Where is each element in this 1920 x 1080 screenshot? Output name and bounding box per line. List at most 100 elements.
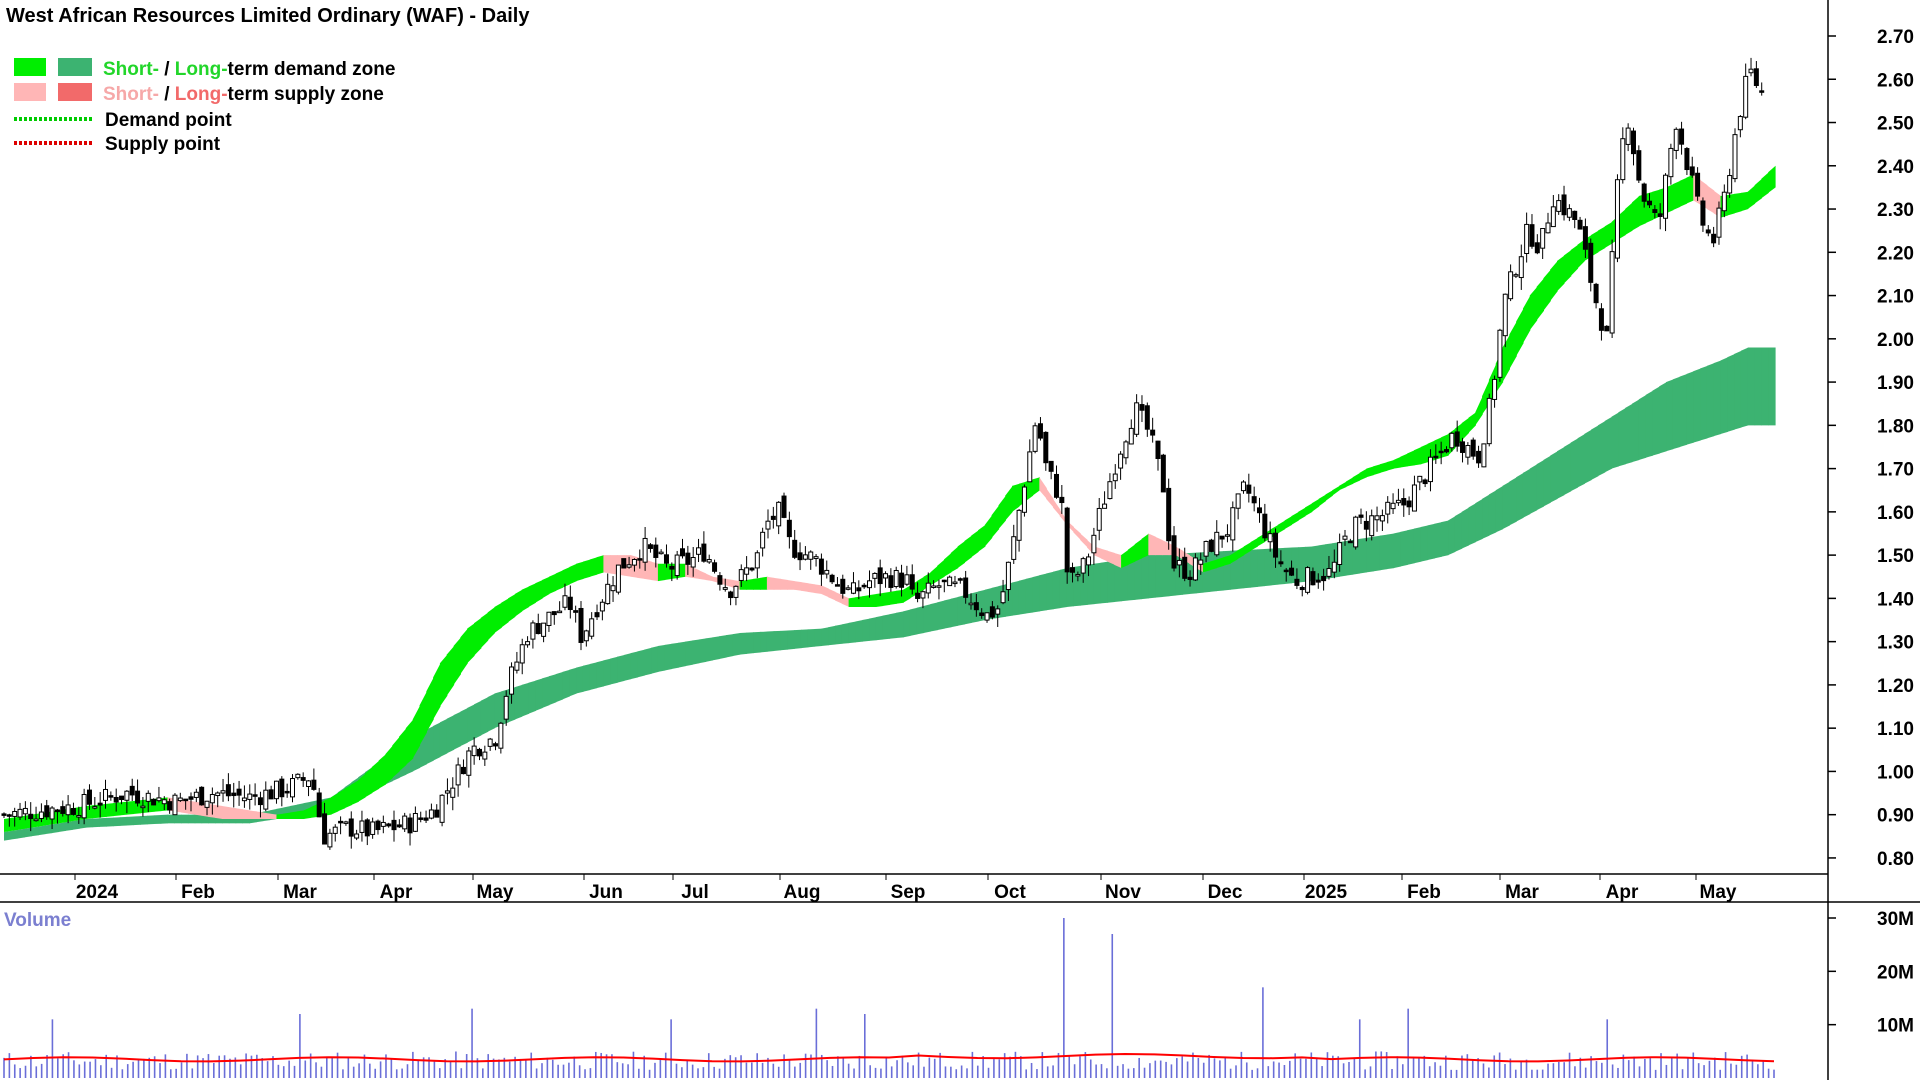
x-tick-label: May bbox=[477, 882, 514, 903]
candle bbox=[722, 578, 728, 592]
candle-body bbox=[813, 556, 819, 559]
candle bbox=[1454, 420, 1460, 452]
candle bbox=[204, 800, 210, 816]
candle bbox=[658, 549, 664, 555]
candle bbox=[856, 580, 862, 600]
candle bbox=[1005, 561, 1011, 601]
candle bbox=[1417, 475, 1423, 491]
candle bbox=[840, 574, 846, 599]
candle bbox=[466, 747, 472, 788]
candle-body bbox=[1593, 283, 1599, 304]
candle-body bbox=[1470, 439, 1476, 457]
short-term-zone-segment bbox=[1250, 537, 1258, 551]
candle-body bbox=[642, 537, 648, 563]
long-term-zone-segment bbox=[644, 647, 652, 676]
short-term-zone-segment bbox=[1413, 446, 1422, 466]
short-term-zone-segment bbox=[1407, 450, 1415, 467]
long-term-zone-segment bbox=[903, 609, 911, 638]
long-term-zone-segment bbox=[610, 656, 618, 685]
long-term-zone-segment bbox=[1413, 527, 1422, 564]
legend-demand-sep: / bbox=[159, 59, 175, 80]
candle-body bbox=[1460, 441, 1466, 453]
short-term-zone-segment bbox=[896, 589, 904, 604]
short-term-zone-segment bbox=[262, 812, 271, 820]
candle bbox=[1128, 419, 1134, 445]
short-term-zone-segment bbox=[501, 598, 509, 628]
candle bbox=[1476, 445, 1482, 468]
short-term-zone-segment bbox=[1332, 485, 1340, 496]
candle-body bbox=[1299, 586, 1305, 591]
candle bbox=[44, 799, 50, 820]
short-term-zone-segment bbox=[569, 563, 577, 585]
candle bbox=[1374, 506, 1380, 532]
candle bbox=[1673, 127, 1679, 160]
short-term-zone-segment bbox=[875, 592, 884, 608]
long-term-zone-segment bbox=[1557, 446, 1565, 499]
candle-body bbox=[241, 797, 247, 802]
candle bbox=[97, 792, 103, 818]
short-term-zone-segment bbox=[1679, 177, 1688, 207]
candle-body bbox=[370, 821, 376, 835]
long-term-zone-segment bbox=[835, 624, 843, 645]
short-term-zone-segment bbox=[1400, 453, 1408, 468]
short-term-zone-segment bbox=[473, 617, 482, 656]
long-term-zone-segment bbox=[1693, 368, 1701, 443]
candle bbox=[947, 575, 953, 587]
candle bbox=[1331, 549, 1337, 579]
short-term-zone-segment bbox=[937, 559, 945, 582]
short-term-zone-segment bbox=[869, 594, 877, 608]
candle bbox=[493, 741, 499, 751]
candle bbox=[1080, 556, 1086, 583]
candle-body bbox=[1118, 453, 1124, 469]
candle bbox=[199, 786, 205, 806]
long-term-zone-segment bbox=[85, 818, 94, 828]
candle-body bbox=[108, 795, 114, 798]
candle-body bbox=[316, 792, 322, 818]
candle-body bbox=[1588, 242, 1594, 283]
long-term-zone-segment bbox=[1577, 433, 1585, 488]
candle bbox=[1037, 417, 1043, 441]
candle bbox=[28, 802, 34, 832]
long-term-zone-segment bbox=[637, 649, 645, 678]
candle bbox=[1347, 538, 1353, 544]
long-term-zone-segment bbox=[1482, 494, 1490, 539]
short-term-zone-segment bbox=[807, 583, 816, 593]
candle bbox=[647, 543, 653, 553]
x-tick-label: 2024 bbox=[76, 882, 119, 903]
candle-body bbox=[840, 578, 846, 594]
candle-body bbox=[54, 809, 60, 813]
candle-body bbox=[487, 738, 493, 747]
candle bbox=[1556, 194, 1562, 215]
candle-body bbox=[792, 539, 798, 558]
candle bbox=[1695, 167, 1701, 201]
short-term-zone-segment bbox=[344, 784, 352, 809]
candle bbox=[1027, 439, 1033, 483]
short-term-zone-segment bbox=[1318, 494, 1327, 507]
y-axis: 2.70 2.60 2.50 2.40 2.30 2.20 2.10 2.00 1.90 1.80… bbox=[1828, 27, 1914, 870]
long-term-zone-segment bbox=[1543, 455, 1551, 507]
candle-body bbox=[845, 587, 851, 590]
y-tick-label: 1.80 bbox=[1877, 416, 1914, 437]
candle bbox=[866, 570, 872, 598]
candle bbox=[1647, 193, 1653, 208]
candle bbox=[113, 788, 119, 812]
long-term-zone-segment bbox=[937, 600, 945, 631]
candle bbox=[22, 801, 28, 821]
short-term-zone-segment bbox=[1557, 255, 1565, 292]
long-term-zone-segment bbox=[760, 631, 768, 653]
candle-body bbox=[562, 595, 568, 608]
candle-body bbox=[151, 798, 157, 806]
candle-body bbox=[1037, 423, 1043, 439]
long-term-zone-segment bbox=[1134, 556, 1143, 600]
candle bbox=[605, 573, 611, 605]
y-tick-label: 1.70 bbox=[1877, 460, 1914, 481]
candle bbox=[1176, 548, 1182, 578]
short-term-zone-segment bbox=[1141, 533, 1149, 559]
candle bbox=[354, 829, 360, 841]
candle-body bbox=[1048, 460, 1054, 472]
candle-body bbox=[380, 821, 386, 827]
candle bbox=[273, 780, 279, 804]
candle-body bbox=[1251, 496, 1257, 504]
candle-body bbox=[1305, 567, 1311, 593]
long-term-zone-segment bbox=[1747, 347, 1756, 426]
